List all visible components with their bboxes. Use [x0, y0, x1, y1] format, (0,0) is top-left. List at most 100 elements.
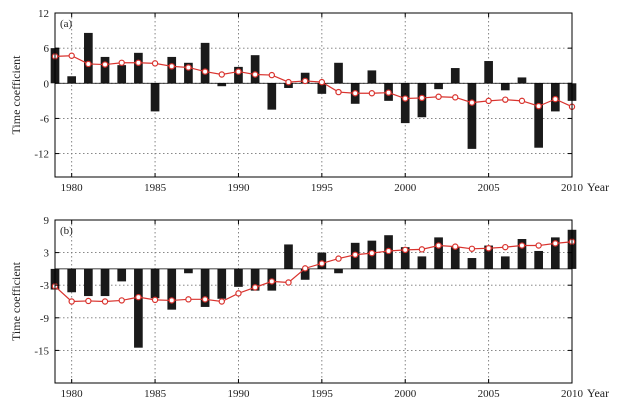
bar: [167, 56, 177, 84]
trend-point: [201, 68, 209, 75]
trend-point: [435, 242, 442, 249]
x-tick-label: 1980: [61, 182, 84, 194]
bar: [200, 42, 210, 84]
x-axis-title: Year: [587, 180, 609, 194]
trend-point: [318, 78, 326, 86]
trend-point: [68, 52, 75, 59]
bar: [234, 66, 243, 84]
bar: [450, 247, 460, 269]
trend-point: [101, 298, 109, 305]
trend-point: [151, 60, 159, 67]
bar: [234, 268, 243, 287]
y-tick-label: 0: [44, 78, 50, 90]
trend-point: [402, 95, 409, 102]
bar: [534, 250, 543, 269]
panel-label: (b): [60, 225, 73, 237]
x-axis-title: Year: [587, 386, 609, 400]
trend-point: [368, 90, 376, 97]
trend-point: [168, 63, 175, 70]
x-tick-label: 2000: [394, 182, 417, 194]
trend-point: [518, 242, 526, 249]
trend-point: [85, 297, 92, 305]
bar: [117, 268, 127, 282]
trend-point: [151, 296, 159, 304]
bar: [300, 268, 310, 280]
trend-point: [502, 96, 509, 103]
trend-point: [518, 97, 526, 105]
x-tick-label: 2010: [561, 388, 584, 400]
trend-line: [54, 241, 573, 303]
y-tick-label: 9: [44, 215, 50, 227]
trend-point: [418, 246, 426, 253]
x-tick-label: 2000: [394, 388, 417, 400]
y-axis-title: Time coefficient: [9, 55, 23, 135]
trend-point: [285, 78, 292, 86]
y-tick-label: -9: [40, 313, 50, 325]
bar: [217, 83, 227, 87]
bar: [400, 83, 410, 124]
trend-point: [552, 95, 559, 103]
bar: [167, 268, 177, 310]
bar: [417, 256, 427, 269]
x-tick-label: 1990: [227, 182, 250, 194]
trend-point: [268, 278, 276, 285]
trend-point: [452, 94, 459, 101]
trend-point: [251, 284, 259, 291]
bar: [450, 68, 460, 84]
y-tick-label: 3: [44, 248, 50, 260]
bar: [84, 268, 93, 297]
trend-point: [385, 89, 392, 96]
trend-point: [552, 240, 559, 247]
plot-frame: [54, 219, 573, 384]
x-tick-label: 1995: [311, 388, 334, 400]
bar: [517, 239, 527, 269]
trend-point: [402, 246, 409, 254]
trend-point: [485, 245, 492, 252]
bar: [150, 83, 160, 112]
bar: [150, 268, 160, 299]
bar: [267, 83, 277, 110]
x-tick-label: 1990: [227, 388, 250, 400]
trend-line: [54, 55, 573, 108]
bar: [434, 83, 443, 90]
trend-point: [235, 68, 242, 75]
trend-point: [301, 77, 309, 85]
trend-point: [68, 298, 75, 305]
x-tick-label: 1995: [311, 182, 334, 194]
bar: [250, 55, 260, 84]
trend-point: [468, 99, 476, 106]
bar: [534, 83, 543, 148]
trend-point: [218, 71, 225, 78]
bar: [484, 61, 493, 84]
trend-point: [251, 71, 259, 78]
bar: [200, 268, 210, 307]
bar: [184, 62, 193, 84]
x-tick-label: 1985: [144, 388, 167, 400]
trend-point: [468, 245, 476, 252]
x-tick-label: 1985: [144, 182, 167, 194]
bar: [434, 237, 443, 269]
trend-point: [235, 290, 242, 297]
trend-point: [435, 93, 442, 100]
panel-a: 1980 1985 1990 1995 2000 2005 2010 -12 -6 0 6 12 (a)…: [9, 8, 609, 194]
trend-point: [85, 60, 92, 68]
x-tick-label: 2005: [478, 388, 501, 400]
bar: [550, 237, 560, 269]
trend-point: [535, 102, 542, 110]
trend-point: [118, 297, 125, 304]
bar: [400, 247, 410, 269]
bar: [134, 52, 143, 84]
bar: [334, 62, 343, 84]
x-tick-label: 1980: [61, 388, 84, 400]
trend-point: [101, 61, 109, 68]
trend-point: [185, 296, 192, 303]
y-tick-label: -3: [40, 280, 50, 292]
bar: [467, 258, 477, 269]
bar: [367, 70, 377, 84]
trend-point: [335, 255, 342, 262]
panel-b: 1980 1985 1990 1995 2000 2005 2010 -15 -9 -3 3 9 (b)…: [9, 215, 609, 400]
bar: [250, 268, 260, 291]
y-tick-label: 6: [44, 43, 50, 55]
bar: [184, 268, 193, 274]
y-tick-label: -6: [40, 113, 50, 125]
